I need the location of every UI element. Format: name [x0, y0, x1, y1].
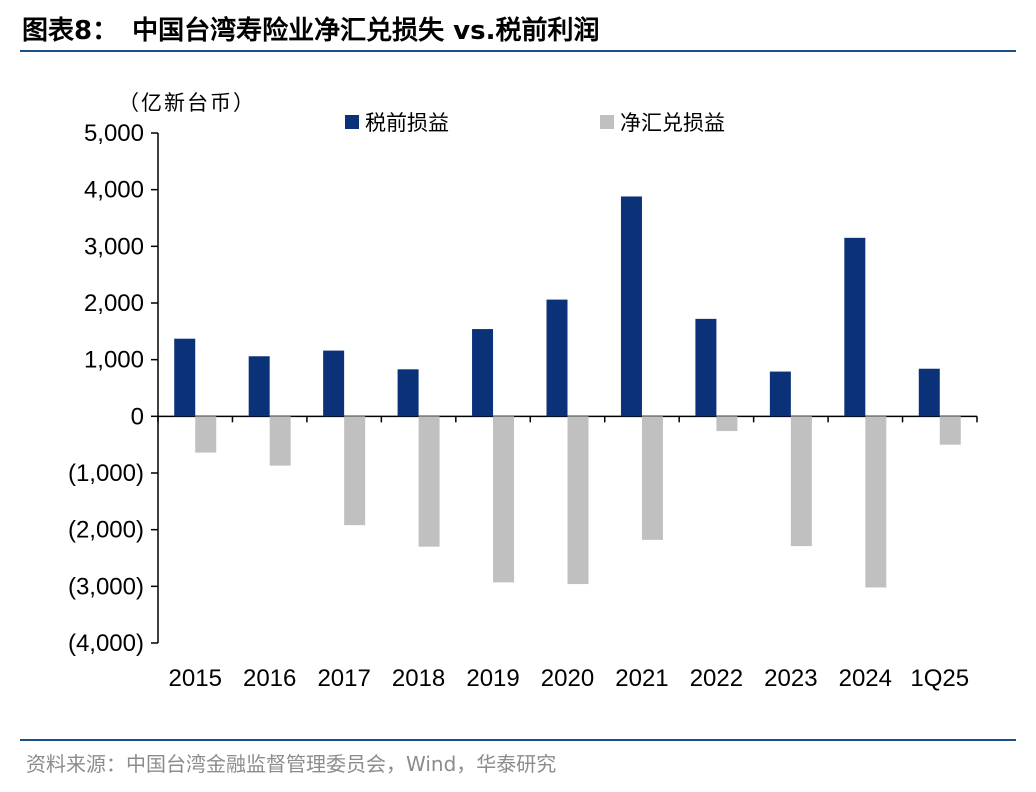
bar-pretax-2016 — [248, 356, 270, 417]
bars-layer — [174, 196, 961, 588]
y-tick-label: 2,000 — [84, 290, 144, 317]
bar-pretax-2023 — [769, 371, 791, 417]
x-tick-label: 2024 — [839, 665, 892, 692]
y-tick-label: 1,000 — [84, 347, 144, 374]
y-tick-label: (3,000) — [68, 573, 144, 600]
bar-fx-2021 — [641, 416, 663, 540]
x-tick-label: 2023 — [764, 665, 817, 692]
x-tick-labels: 2015 2016 2017 2018 2019 2020 2021 2022 2023 2024… — [169, 665, 970, 692]
figure-header: 图表8： 中国台湾寿险业净汇兑损失 vs.税前利润 — [22, 10, 1014, 48]
y-tick-label: 3,000 — [84, 233, 144, 260]
bar-fx-2018 — [418, 416, 440, 547]
bar-fx-1Q25 — [939, 416, 961, 445]
footer-rule — [20, 739, 1016, 741]
bar-pretax-2020 — [546, 299, 568, 417]
y-tick-label: (4,000) — [68, 630, 144, 657]
y-axis-unit: （亿新台币） — [118, 91, 256, 115]
figure-title: 中国台湾寿险业净汇兑损失 vs.税前利润 — [132, 16, 600, 46]
figure-label: 图表8： — [22, 16, 119, 46]
y-tick-label: 0 — [131, 403, 144, 430]
bar-fx-2019 — [493, 416, 515, 583]
bar-fx-2015 — [195, 416, 217, 453]
bar-fx-2022 — [716, 416, 738, 432]
bar-fx-2023 — [790, 416, 812, 547]
bar-pretax-2024 — [844, 237, 866, 417]
source-note: 资料来源：中国台湾金融监督管理委员会，Wind，华泰研究 — [26, 752, 557, 776]
bar-pretax-2019 — [472, 329, 494, 417]
axis-layer: 5,000 4,000 3,000 2,000 1,000 0 (1,000) (2,000)… — [68, 120, 978, 657]
bar-pretax-2022 — [695, 318, 717, 417]
x-tick-label: 1Q25 — [910, 665, 969, 692]
legend-swatch-pretax — [345, 115, 359, 129]
x-tick-label: 2017 — [317, 665, 370, 692]
x-tick-label: 2016 — [243, 665, 296, 692]
bar-fx-2024 — [865, 416, 887, 588]
bar-fx-2017 — [344, 416, 366, 526]
header-rule — [20, 50, 1016, 52]
x-tick-label: 2022 — [690, 665, 743, 692]
y-tick-label: 4,000 — [84, 177, 144, 204]
y-tick-label: (2,000) — [68, 517, 144, 544]
x-tick-label: 2019 — [466, 665, 519, 692]
x-tick-label: 2015 — [169, 665, 222, 692]
legend-swatch-fx — [600, 115, 614, 129]
legend-label-pretax: 税前损益 — [365, 111, 449, 135]
bar-pretax-2018 — [397, 369, 419, 417]
x-tick-label: 2020 — [541, 665, 594, 692]
y-tick-label: (1,000) — [68, 460, 144, 487]
y-tick-label: 5,000 — [84, 120, 144, 147]
x-tick-label: 2021 — [615, 665, 668, 692]
bar-fx-2020 — [567, 416, 589, 585]
bar-pretax-2015 — [174, 338, 196, 417]
legend-label-fx: 净汇兑损益 — [620, 111, 725, 135]
bar-pretax-2021 — [620, 196, 642, 417]
bar-pretax-1Q25 — [918, 368, 940, 417]
x-tick-label: 2018 — [392, 665, 445, 692]
bar-pretax-2017 — [323, 350, 345, 417]
bar-fx-2016 — [269, 416, 291, 466]
